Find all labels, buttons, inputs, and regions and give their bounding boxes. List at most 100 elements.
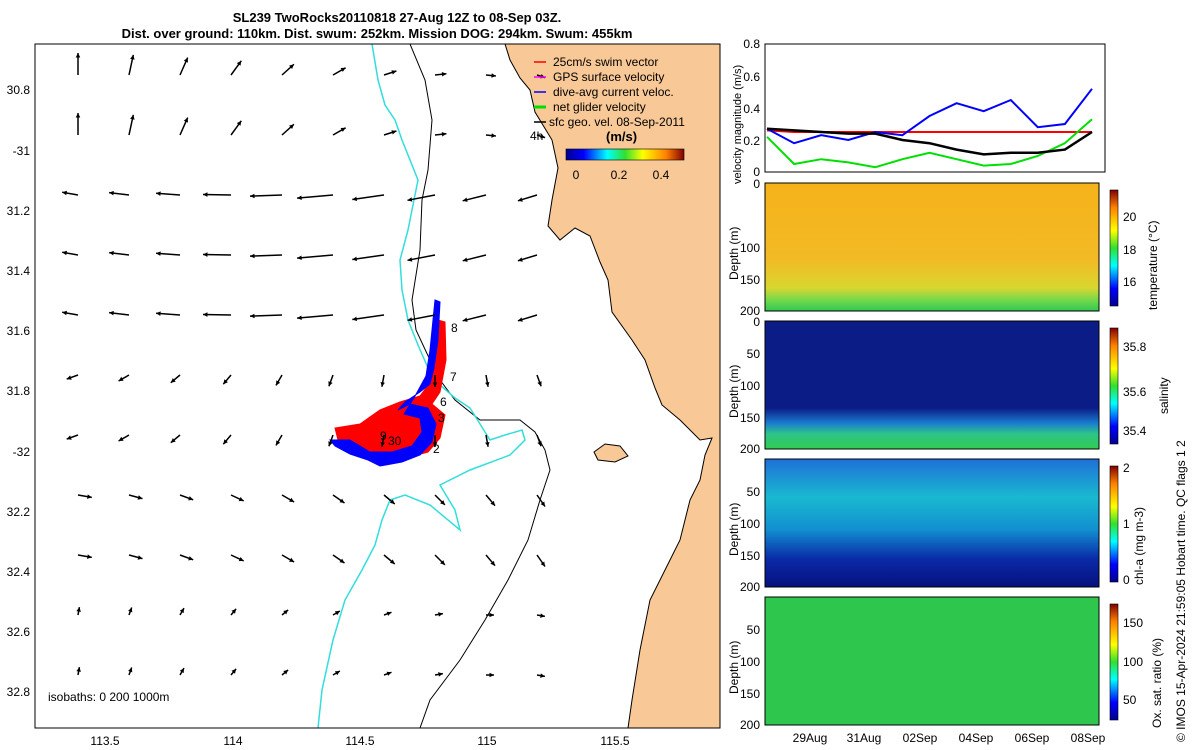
velocity-y-tick: 0.6	[743, 70, 760, 84]
velocity-vector-head	[490, 500, 495, 506]
velocity-vector-head	[339, 558, 345, 563]
velocity-vector-head	[223, 439, 228, 445]
velocity-vector-head	[289, 557, 295, 562]
velocity-vector-head	[440, 500, 445, 505]
velocity-vector-head	[540, 134, 546, 139]
map-y-tick: 32.2	[7, 505, 31, 519]
velocity-vector-head	[183, 57, 188, 63]
chla-panel: 50 100 150 200 Depth (m) 2 1 0 chl-a (mg…	[727, 458, 1146, 594]
velocity-vector-head	[76, 607, 81, 612]
velocity-vector-head	[407, 257, 413, 262]
velocity-vector-head	[283, 669, 289, 675]
colorbar-label: chl-a (mg m-3)	[1132, 507, 1146, 585]
temperature-colorbar	[1109, 189, 1119, 307]
velocity-vector-head	[289, 497, 295, 502]
velocity-vector-arrow	[202, 253, 232, 256]
velocity-vector-head	[66, 375, 72, 380]
depth-tick: 100	[740, 517, 760, 531]
colorbar-tick: 18	[1123, 243, 1137, 257]
colorbar-tick: 35.8	[1123, 340, 1147, 354]
velocity-vector-head	[130, 54, 135, 60]
map-y-tick: -31	[13, 144, 31, 158]
map-panel: 8 7 6 3 9 30 2 isobaths: 0 200 1000m 25c…	[7, 43, 721, 748]
velocity-vector-head	[188, 496, 194, 501]
colorbar-tick: 100	[1123, 655, 1143, 669]
date-tick: 08Sep	[1071, 731, 1106, 745]
chla-section	[764, 458, 1100, 588]
depth-tick: 0	[753, 177, 760, 191]
velocity-vector-head	[389, 559, 395, 564]
velocity-vector-head	[109, 250, 114, 256]
velocity-vector-head	[441, 72, 447, 77]
depth-tick: 150	[740, 549, 760, 563]
velocity-vector-arrow	[297, 314, 334, 319]
map-x-axis: 113.5 114 114.5 115 115.5	[90, 734, 629, 748]
date-x-axis: 29Aug 31Aug 02Sep 04Sep 06Sep 08Sep	[793, 731, 1106, 745]
velocity-vector-head	[485, 382, 490, 387]
velocity-vector-head	[276, 440, 281, 446]
legend-label: sfc geo. vel. 08-Sep-2011	[549, 115, 685, 129]
depth-tick: 150	[740, 273, 760, 287]
day-label: 30	[388, 434, 402, 448]
map-colorbar	[565, 148, 685, 161]
chart-title: SL239 TwoRocks20110818 27-Aug 12Z to 08-…	[233, 10, 562, 25]
velocity-vector-head	[276, 380, 281, 386]
map-colorbar-tick: 0.2	[611, 168, 628, 182]
velocity-vector-head	[438, 672, 443, 677]
colorbar-tick: 2	[1123, 461, 1130, 475]
velocity-vector-arrow	[407, 194, 436, 202]
velocity-vector-head	[407, 197, 413, 202]
map-y-tick: 32.6	[7, 625, 31, 639]
map-frame	[34, 43, 721, 729]
velocity-vector-arrow	[352, 314, 385, 321]
velocity-vector-head	[156, 191, 161, 196]
velocity-series	[766, 88, 1093, 169]
salinity-section	[764, 320, 1100, 450]
isobath-1000m	[317, 44, 526, 728]
velocity-vector-head	[62, 190, 67, 196]
colorbar-tick: 35.6	[1123, 385, 1147, 399]
map-y-tick: 31.4	[7, 264, 31, 278]
velocity-vector-head	[540, 561, 545, 567]
velocity-vector-head	[540, 613, 545, 618]
salinity-colorbar	[1109, 327, 1119, 445]
depth-tick: 50	[747, 623, 761, 637]
velocity-vector-head	[462, 257, 468, 262]
velocity-vector-head	[203, 192, 208, 197]
velocity-vector-arrow	[407, 314, 436, 322]
velocity-y-tick: 0.2	[743, 134, 760, 148]
velocity-vector-head	[231, 668, 237, 674]
velocity-vector-arrow	[202, 193, 232, 196]
velocity-y-label: velocity magnitude (m/s)	[732, 65, 744, 184]
day-label: 7	[450, 370, 457, 384]
depth-tick: 100	[740, 241, 760, 255]
chla-colorbar	[1109, 465, 1119, 583]
velocity-vector-head	[203, 312, 208, 317]
map-colorbar-tick: 0.4	[653, 168, 670, 182]
depth-tick: 50	[747, 347, 761, 361]
velocity-vector-head	[297, 255, 302, 260]
isobaths-label: isobaths: 0 200 1000m	[48, 690, 169, 704]
map-y-tick: 32.4	[7, 565, 31, 579]
map-y-tick: 30.8	[7, 83, 31, 97]
velocity-vector-arrow	[352, 254, 385, 261]
depth-tick: 100	[740, 379, 760, 393]
map-y-tick: 31.2	[7, 204, 31, 218]
velocity-vector-head	[156, 311, 161, 316]
velocity-vector-head	[540, 501, 545, 507]
depth-tick: 200	[740, 304, 760, 318]
velocity-vector-head	[283, 609, 289, 615]
velocity-vector-head	[62, 310, 67, 316]
depth-label: Depth (m)	[727, 503, 741, 556]
depth-tick: 200	[740, 580, 760, 594]
colorbar-label: Ox. sat. ratio (%)	[1150, 638, 1164, 728]
velocity-vector-head	[517, 317, 523, 322]
date-tick: 06Sep	[1015, 731, 1050, 745]
colorbar-label: salinity	[1157, 377, 1171, 414]
velocity-vector-head	[87, 554, 92, 559]
date-tick: 31Aug	[847, 731, 882, 745]
velocity-vector-head	[328, 441, 333, 447]
velocity-vector-head	[340, 127, 346, 132]
velocity-vector-head	[66, 435, 72, 440]
depth-label: Depth (m)	[727, 641, 741, 694]
